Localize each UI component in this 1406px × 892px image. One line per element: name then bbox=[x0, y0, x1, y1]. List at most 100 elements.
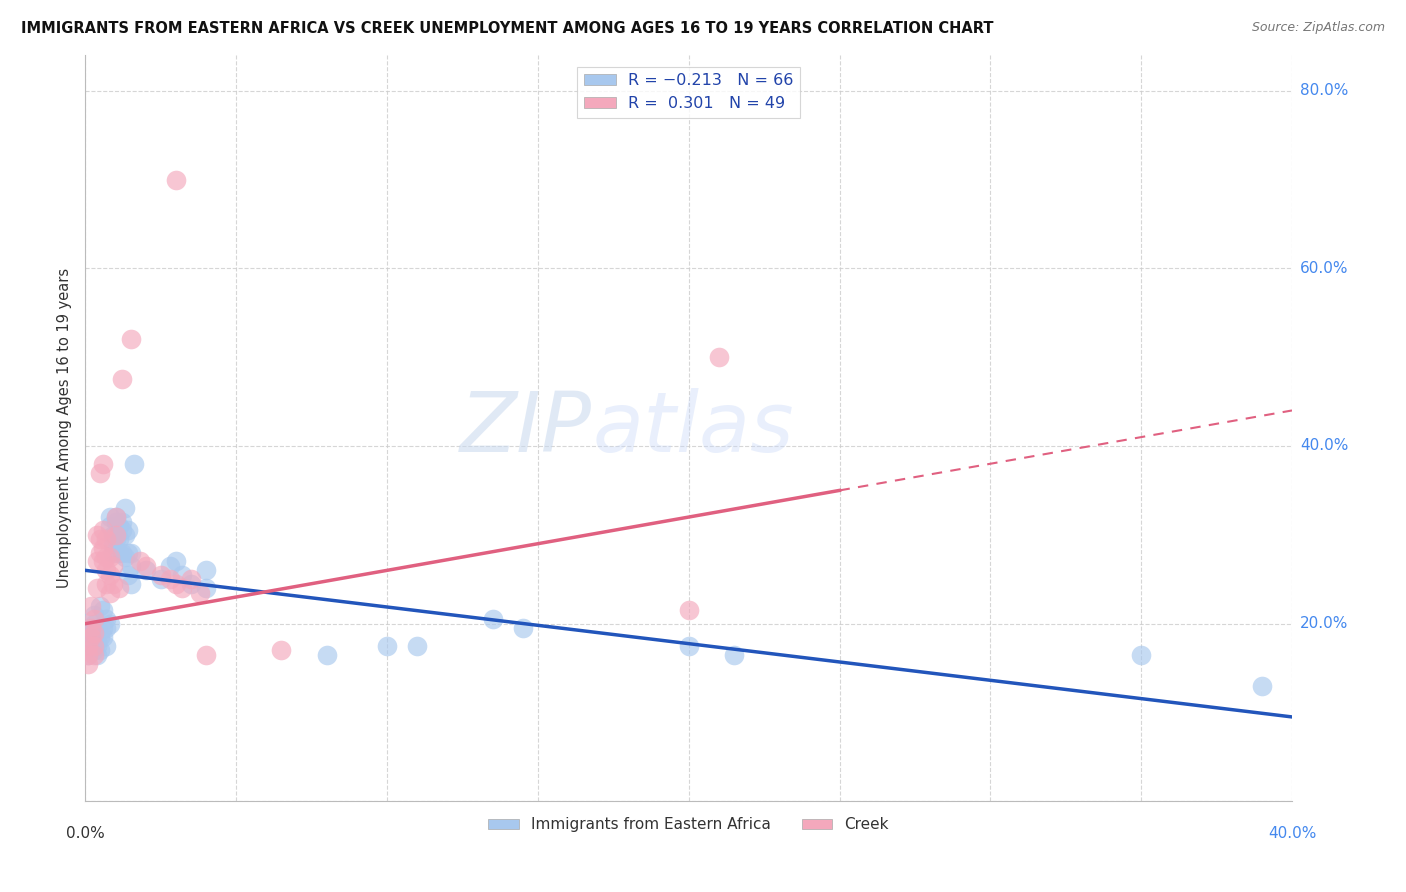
Point bbox=[83, 616, 105, 631]
Point bbox=[135, 558, 157, 573]
Point bbox=[93, 630, 115, 644]
Point bbox=[77, 625, 100, 640]
Point bbox=[77, 648, 100, 662]
Point bbox=[128, 554, 150, 568]
Point bbox=[101, 576, 124, 591]
Point bbox=[98, 567, 121, 582]
Legend: Immigrants from Eastern Africa, Creek: Immigrants from Eastern Africa, Creek bbox=[482, 811, 896, 838]
Point bbox=[707, 350, 730, 364]
Point bbox=[107, 519, 129, 533]
Y-axis label: Unemployment Among Ages 16 to 19 years: Unemployment Among Ages 16 to 19 years bbox=[58, 268, 72, 589]
Text: atlas: atlas bbox=[592, 388, 794, 468]
Point bbox=[96, 621, 118, 635]
Point bbox=[188, 585, 211, 599]
Point bbox=[120, 558, 142, 573]
Point bbox=[96, 576, 118, 591]
Point bbox=[195, 648, 218, 662]
Point bbox=[723, 648, 745, 662]
Point bbox=[101, 558, 124, 573]
Point bbox=[98, 549, 121, 564]
Point bbox=[80, 630, 103, 644]
Point bbox=[114, 501, 136, 516]
Point bbox=[80, 630, 103, 644]
Point bbox=[96, 533, 118, 547]
Text: 0.0%: 0.0% bbox=[66, 826, 105, 841]
Point bbox=[96, 563, 118, 577]
Point bbox=[104, 528, 127, 542]
Point bbox=[83, 607, 105, 622]
Point bbox=[96, 639, 118, 653]
Point bbox=[512, 621, 534, 635]
Point bbox=[165, 554, 187, 568]
Point bbox=[96, 612, 118, 626]
Point bbox=[107, 533, 129, 547]
Point bbox=[165, 172, 187, 186]
Point bbox=[195, 581, 218, 595]
Point bbox=[104, 510, 127, 524]
Point bbox=[93, 457, 115, 471]
Point bbox=[86, 554, 108, 568]
Point bbox=[98, 519, 121, 533]
Point bbox=[83, 639, 105, 653]
Point bbox=[83, 648, 105, 662]
Point bbox=[93, 524, 115, 538]
Point bbox=[195, 563, 218, 577]
Point bbox=[93, 603, 115, 617]
Point bbox=[1250, 679, 1272, 693]
Point bbox=[86, 581, 108, 595]
Point bbox=[104, 533, 127, 547]
Point bbox=[110, 524, 132, 538]
Point bbox=[83, 625, 105, 640]
Point bbox=[89, 545, 111, 559]
Point bbox=[89, 630, 111, 644]
Text: 40.0%: 40.0% bbox=[1268, 826, 1316, 841]
Point bbox=[83, 625, 105, 640]
Point bbox=[120, 545, 142, 559]
Point bbox=[110, 372, 132, 386]
Point bbox=[86, 634, 108, 648]
Point bbox=[96, 549, 118, 564]
Point bbox=[159, 558, 181, 573]
Point bbox=[77, 634, 100, 648]
Point bbox=[110, 515, 132, 529]
Point bbox=[1130, 648, 1153, 662]
Point bbox=[159, 572, 181, 586]
Text: 60.0%: 60.0% bbox=[1301, 260, 1348, 276]
Point bbox=[80, 621, 103, 635]
Point bbox=[86, 621, 108, 635]
Point bbox=[120, 332, 142, 346]
Point bbox=[101, 528, 124, 542]
Point bbox=[80, 639, 103, 653]
Point bbox=[89, 466, 111, 480]
Point bbox=[180, 572, 202, 586]
Point bbox=[149, 572, 172, 586]
Point bbox=[86, 639, 108, 653]
Point bbox=[98, 510, 121, 524]
Point bbox=[481, 612, 503, 626]
Point bbox=[104, 510, 127, 524]
Point bbox=[678, 603, 700, 617]
Point bbox=[375, 639, 398, 653]
Point bbox=[180, 576, 202, 591]
Point bbox=[93, 554, 115, 568]
Point bbox=[107, 581, 129, 595]
Point bbox=[89, 599, 111, 613]
Point bbox=[83, 643, 105, 657]
Point bbox=[98, 585, 121, 599]
Point bbox=[86, 528, 108, 542]
Point bbox=[104, 515, 127, 529]
Text: ZIP: ZIP bbox=[460, 388, 592, 468]
Point bbox=[165, 576, 187, 591]
Point bbox=[101, 545, 124, 559]
Point bbox=[80, 621, 103, 635]
Point bbox=[89, 643, 111, 657]
Point bbox=[406, 639, 429, 653]
Point bbox=[270, 643, 292, 657]
Text: 80.0%: 80.0% bbox=[1301, 83, 1348, 98]
Point bbox=[110, 545, 132, 559]
Point bbox=[149, 567, 172, 582]
Point bbox=[77, 639, 100, 653]
Point bbox=[114, 549, 136, 564]
Text: Source: ZipAtlas.com: Source: ZipAtlas.com bbox=[1251, 21, 1385, 34]
Point bbox=[135, 563, 157, 577]
